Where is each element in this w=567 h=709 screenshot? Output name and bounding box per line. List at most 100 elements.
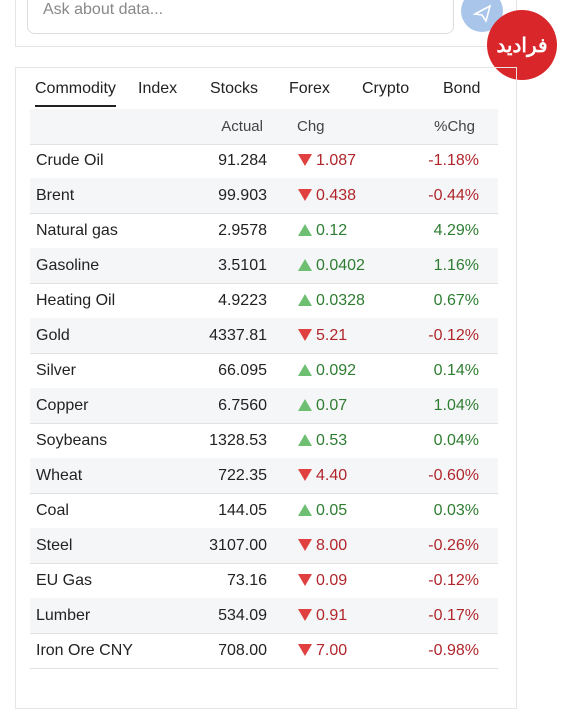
percent-change: 0.04% (433, 432, 479, 449)
actual-value: 1328.53 (209, 432, 267, 449)
direction-arrow (298, 224, 312, 236)
change-value: 1.087 (316, 152, 357, 169)
percent-change: -0.12% (428, 327, 479, 344)
search-box[interactable]: Ask about data... (27, 0, 454, 34)
actual-value: 722.35 (218, 467, 267, 484)
commodity-name: Silver (36, 362, 77, 379)
send-icon (472, 4, 492, 23)
page: Ask about data... فرادید Commodity Index S… (15, 0, 557, 709)
tab[interactable]: Commodity (35, 80, 116, 107)
actual-value: 6.7560 (218, 397, 267, 414)
commodity-name: Wheat (36, 467, 83, 484)
change-value: 0.092 (316, 362, 357, 379)
actual-value: 99.903 (218, 187, 267, 204)
direction-arrow (298, 644, 312, 656)
arrow-shape (298, 504, 312, 516)
arrow-shape (298, 154, 312, 166)
actual-value: 4337.81 (209, 327, 267, 344)
column-header: Actual (221, 118, 263, 135)
commodity-name: Brent (36, 187, 75, 204)
arrow-shape (298, 329, 312, 341)
change-value: 0.0402 (316, 257, 365, 274)
commodity-name: Heating Oil (36, 292, 116, 309)
percent-change: 1.16% (433, 257, 479, 274)
percent-change: -0.98% (428, 642, 479, 659)
direction-arrow (298, 574, 312, 586)
column-header: Chg (297, 118, 325, 135)
arrow-shape (298, 644, 312, 656)
tab[interactable]: Bond (443, 80, 481, 97)
percent-change: -0.12% (428, 572, 479, 589)
actual-value: 3107.00 (209, 537, 267, 554)
commodity-name: Copper (36, 397, 89, 414)
table-row: Iron Ore CNY 708.00 7.00 -0.98% (30, 633, 498, 669)
percent-change: -0.17% (428, 607, 479, 624)
commodity-name: EU Gas (36, 572, 93, 589)
table-row: Lumber 534.09 0.91 -0.17% (30, 598, 498, 634)
arrow-shape (298, 189, 312, 201)
table-row: Heating Oil 4.9223 0.0328 0.67% (30, 283, 498, 319)
direction-arrow (298, 189, 312, 201)
table-row: Gold 4337.81 5.21 -0.12% (30, 318, 498, 354)
table-row: Brent 99.903 0.438 -0.44% (30, 178, 498, 214)
table-row: Wheat 722.35 4.40 -0.60% (30, 458, 498, 494)
direction-arrow (298, 399, 312, 411)
actual-value: 3.5101 (218, 257, 267, 274)
logo: فرادید (487, 10, 557, 80)
commodity-name: Gold (36, 327, 70, 344)
direction-arrow (298, 434, 312, 446)
arrow-shape (298, 399, 312, 411)
change-value: 0.07 (316, 397, 348, 414)
column-header: %Chg (434, 118, 475, 135)
percent-change: -0.60% (428, 467, 479, 484)
arrow-shape (298, 539, 312, 551)
commodity-name: Gasoline (36, 257, 100, 274)
table-row: Natural gas 2.9578 0.12 4.29% (30, 213, 498, 249)
change-value: 0.09 (316, 572, 348, 589)
direction-arrow (298, 294, 312, 306)
change-value: 4.40 (316, 467, 348, 484)
arrow-shape (298, 574, 312, 586)
percent-change: 0.03% (433, 502, 479, 519)
tab[interactable]: Stocks (210, 80, 259, 97)
actual-value: 708.00 (218, 642, 267, 659)
change-value: 0.438 (316, 187, 357, 204)
arrow-shape (298, 224, 312, 236)
commodity-name: Lumber (36, 607, 91, 624)
tab[interactable]: Index (138, 80, 178, 97)
table-row: Silver 66.095 0.092 0.14% (30, 353, 498, 389)
change-value: 0.91 (316, 607, 348, 624)
table-row: Gasoline 3.5101 0.0402 1.16% (30, 248, 498, 284)
table-row: Copper 6.7560 0.07 1.04% (30, 388, 498, 424)
arrow-shape (298, 294, 312, 306)
search-placeholder: Ask about data... (43, 1, 164, 18)
percent-change: 1.04% (433, 397, 479, 414)
tab[interactable]: Forex (289, 80, 330, 97)
commodity-name: Coal (36, 502, 69, 519)
change-value: 0.53 (316, 432, 348, 449)
commodity-name: Natural gas (36, 222, 118, 239)
actual-value: 534.09 (218, 607, 267, 624)
actual-value: 91.284 (218, 152, 267, 169)
arrow-shape (298, 609, 312, 621)
direction-arrow (298, 364, 312, 376)
table-row: Steel 3107.00 8.00 -0.26% (30, 528, 498, 564)
table-row: Soybeans 1328.53 0.53 0.04% (30, 423, 498, 459)
commodity-name: Steel (36, 537, 73, 554)
change-value: 0.12 (316, 222, 348, 239)
actual-value: 2.9578 (218, 222, 267, 239)
commodity-name: Iron Ore CNY (36, 642, 133, 659)
change-value: 0.05 (316, 502, 348, 519)
actual-value: 144.05 (218, 502, 267, 519)
table-header: Actual Chg %Chg (30, 109, 498, 145)
direction-arrow (298, 504, 312, 516)
actual-value: 4.9223 (218, 292, 267, 309)
percent-change: 4.29% (433, 222, 479, 239)
change-value: 5.21 (316, 327, 348, 344)
table-row: Crude Oil 91.284 1.087 -1.18% (30, 143, 498, 179)
change-value: 8.00 (316, 537, 348, 554)
arrow-shape (298, 434, 312, 446)
change-value: 7.00 (316, 642, 348, 659)
tab[interactable]: Crypto (362, 80, 410, 97)
arrow-shape (298, 364, 312, 376)
